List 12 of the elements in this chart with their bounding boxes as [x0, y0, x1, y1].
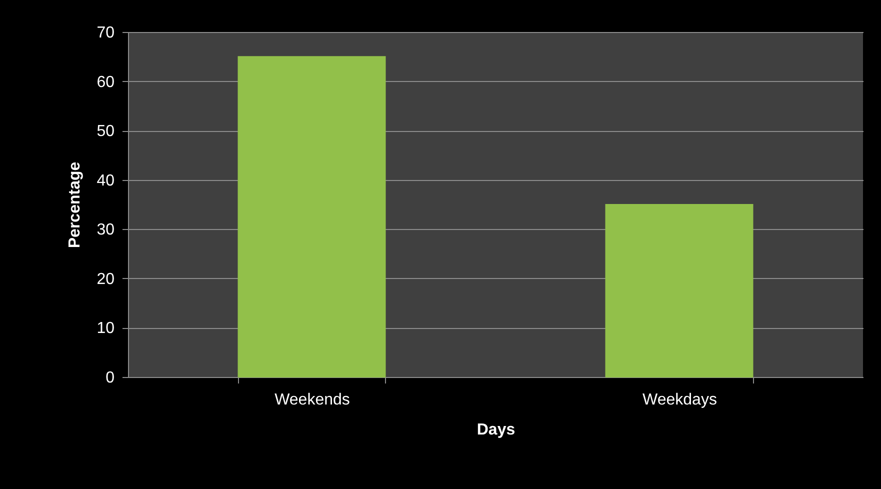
x-axis-title: Days [476, 422, 516, 438]
y-axis-title: Percentage [66, 162, 84, 248]
y-tick-label: 10 [96, 320, 115, 338]
y-tick-label: 20 [96, 270, 115, 288]
y-tick-label: 60 [96, 74, 115, 91]
y-tick-label: 70 [96, 24, 115, 42]
y-tick-label: 40 [96, 172, 115, 190]
x-tick-label: Weekends [274, 392, 350, 408]
y-tick-label: 0 [106, 370, 115, 386]
y-tick-label: 50 [96, 123, 115, 140]
y-tick-label: 30 [96, 222, 115, 239]
x-tick-label: Weekdays [642, 392, 717, 408]
